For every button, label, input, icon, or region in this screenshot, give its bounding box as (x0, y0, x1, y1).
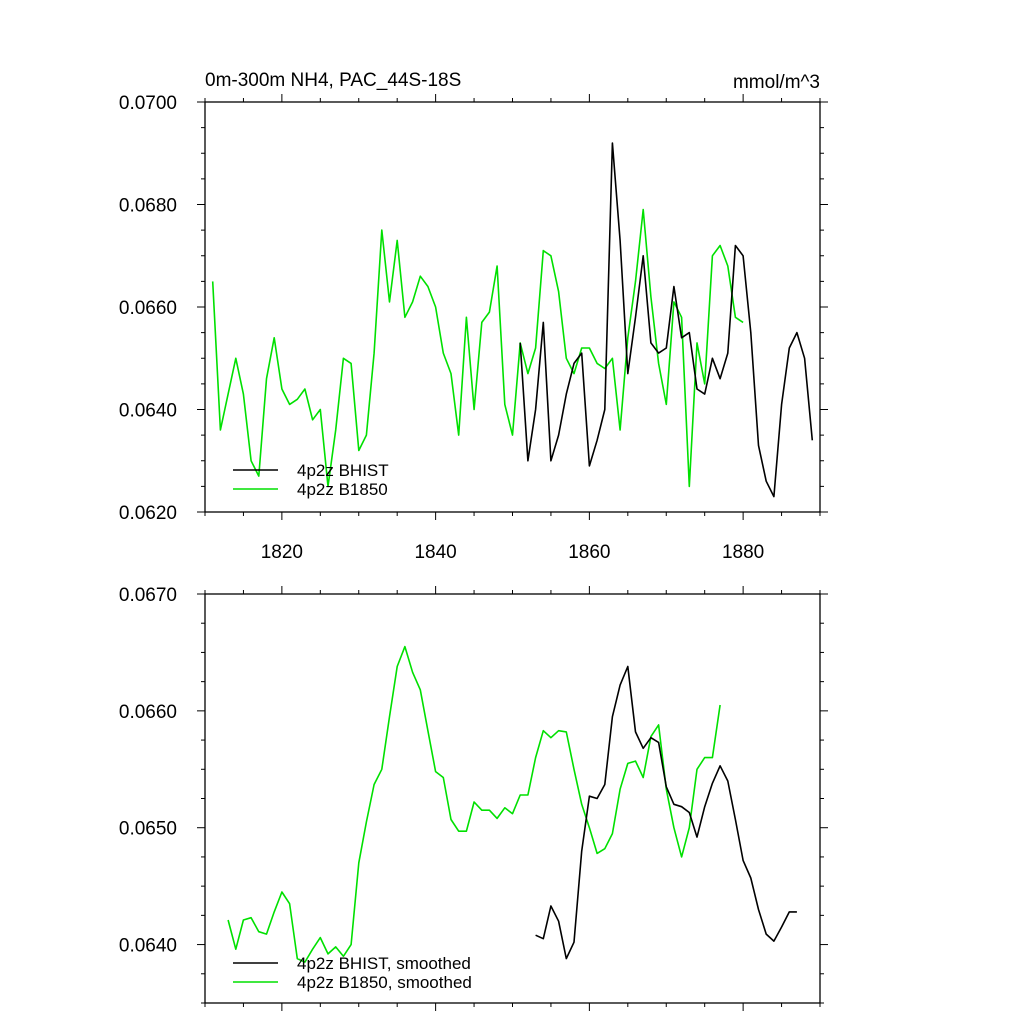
legend-label: 4p2z BHIST, smoothed (297, 954, 471, 973)
y-tick-label: 0.0620 (119, 503, 177, 524)
plot-frame (204, 593, 821, 1004)
legend-label: 4p2z B1850, smoothed (297, 973, 472, 992)
y-tick-label: 0.0670 (119, 585, 177, 606)
legend-label: 4p2z B1850 (297, 480, 388, 499)
units-label: mmol/m^3 (733, 72, 820, 93)
series-line-bhist (519, 142, 814, 498)
series-line-b1850 (227, 645, 721, 963)
top-panel: 0m-300m NH4, PAC_44S-18S mmol/m^3 1820 18… (119, 70, 828, 563)
x-tick-label: 1820 (261, 542, 303, 563)
legend-label: 4p2z BHIST (297, 461, 389, 480)
x-tick-label: 1880 (722, 542, 764, 563)
y-tick-label: 0.0650 (119, 819, 177, 840)
y-tick-label: 0.0640 (119, 401, 177, 422)
bottom-panel: 0.0640 0.0650 0.0660 0.0670 4p2z BHIST, smoo… (119, 585, 828, 1011)
y-tick-label: 0.0680 (119, 196, 177, 217)
x-tick-label: 1860 (568, 542, 610, 563)
y-tick-label: 0.0660 (119, 298, 177, 319)
x-tick-label: 1840 (414, 542, 456, 563)
y-tick-label: 0.0660 (119, 702, 177, 723)
y-tick-label: 0.0700 (119, 93, 177, 114)
chart-title: 0m-300m NH4, PAC_44S-18S (205, 70, 461, 91)
plot-frame (204, 101, 821, 513)
series-line-bhist (535, 665, 797, 960)
y-tick-label: 0.0640 (119, 936, 177, 957)
series-line-b1850 (211, 208, 744, 488)
